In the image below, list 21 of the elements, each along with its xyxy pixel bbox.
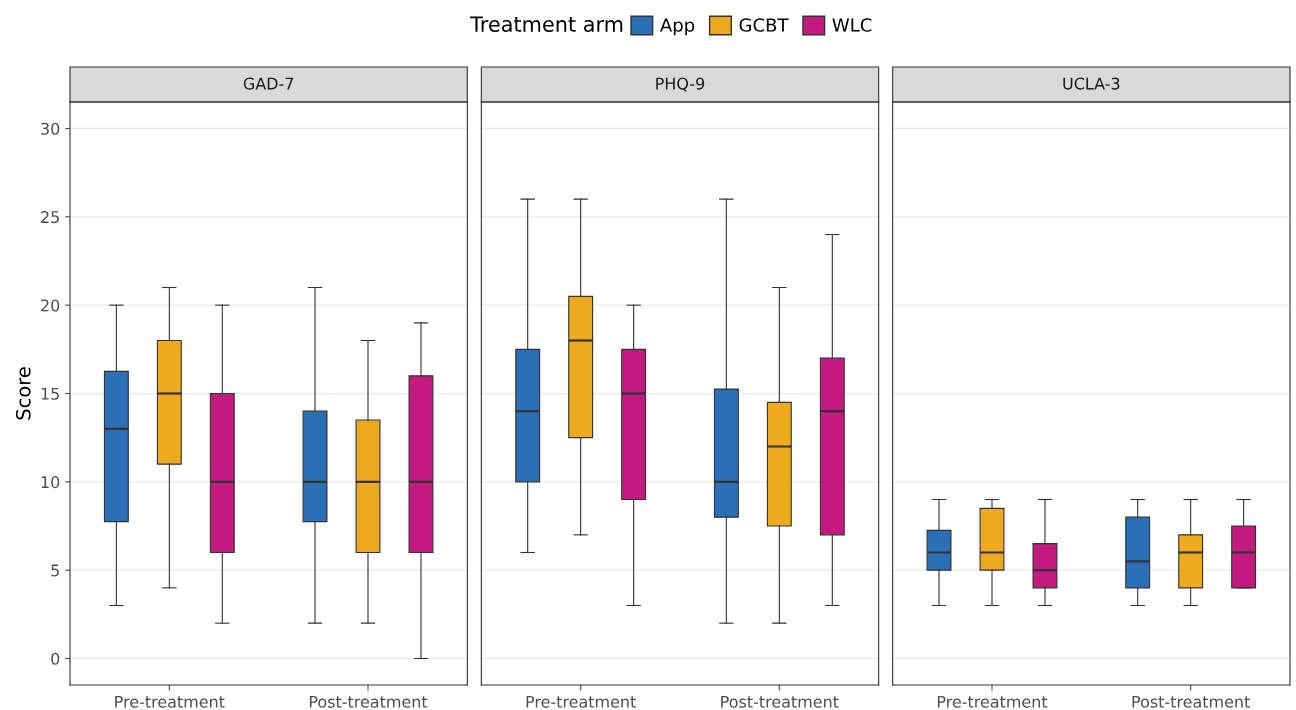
y-tick-label: 10 bbox=[41, 476, 60, 489]
chart-title: PHQ-9 bbox=[656, 77, 705, 92]
y-tick-label: 30 bbox=[41, 122, 60, 135]
y-tick-label: 0 bbox=[51, 652, 60, 665]
y-axis-title: Score bbox=[15, 367, 31, 420]
y-tick-label: 25 bbox=[41, 211, 59, 224]
legend-label: WLC bbox=[832, 18, 872, 32]
x-tick-label: Post-treatment bbox=[1132, 695, 1250, 708]
legend-label: GCBT bbox=[739, 18, 789, 32]
x-tick-label: Post-treatment bbox=[721, 695, 839, 708]
y-tick-label: 15 bbox=[41, 387, 59, 400]
y-tick-label: 20 bbox=[41, 299, 60, 312]
x-tick-label: Pre-treatment bbox=[115, 695, 225, 708]
x-tick-label: Pre-treatment bbox=[526, 695, 636, 708]
legend-label: App bbox=[660, 18, 695, 36]
x-tick-label: Post-treatment bbox=[309, 695, 428, 708]
legend-title: Treatment arm bbox=[470, 16, 623, 32]
chart-title: GAD-7 bbox=[243, 77, 294, 90]
chart-title: UCLA-3 bbox=[1063, 77, 1120, 90]
x-tick-label: Pre-treatment bbox=[937, 695, 1048, 708]
y-tick-label: 5 bbox=[51, 564, 59, 577]
